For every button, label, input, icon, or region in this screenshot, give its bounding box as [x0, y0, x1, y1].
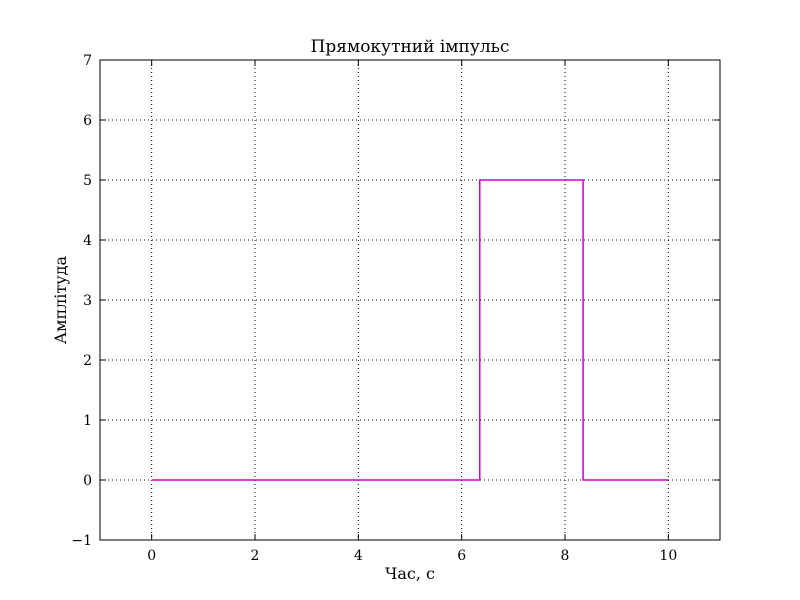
series-layer	[151, 179, 669, 481]
x-tick-label-1: 2	[251, 548, 260, 564]
series-line-0	[151, 179, 669, 481]
y-tick-label-6: 5	[83, 173, 92, 189]
y-tick-label-7: 6	[83, 113, 92, 129]
y-tick-label-5: 4	[83, 233, 92, 249]
y-tick-label-1: 0	[83, 473, 92, 489]
y-tick-label-0: −1	[71, 533, 92, 549]
y-axis-label: Амплітуда	[51, 255, 70, 344]
y-tick-label-2: 1	[83, 413, 92, 429]
x-tick-label-2: 4	[354, 548, 363, 564]
tick-labels: 0 2 4 6 8 10 −1 0 1 2 3 4 5 6 7	[71, 53, 677, 564]
axis-ticks	[100, 59, 720, 541]
x-tick-label-5: 10	[659, 548, 677, 564]
grid-lines	[100, 59, 720, 541]
y-tick-label-4: 3	[83, 293, 92, 309]
x-tick-label-3: 6	[457, 548, 466, 564]
x-tick-label-4: 8	[561, 548, 570, 564]
x-axis-label: Час, с	[385, 564, 435, 583]
y-tick-label-3: 2	[83, 353, 92, 369]
x-tick-label-0: 0	[147, 548, 156, 564]
y-tick-label-8: 7	[83, 53, 92, 69]
chart-title: Прямокутний імпульс	[311, 37, 510, 57]
